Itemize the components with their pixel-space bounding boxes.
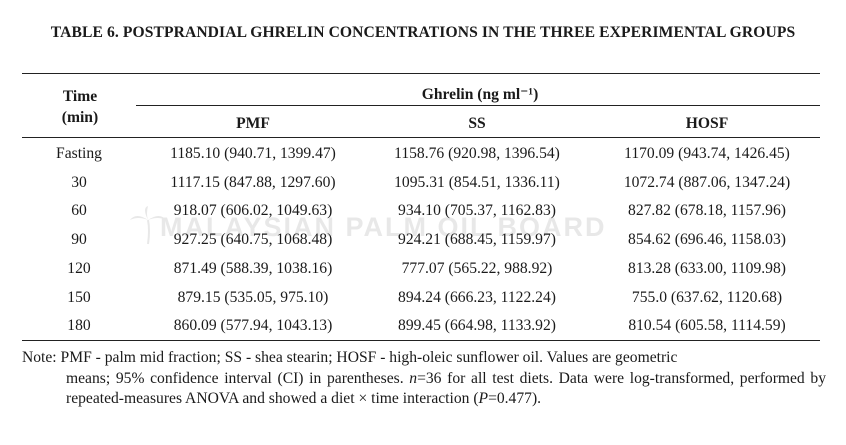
note-continuation: means; 95% confidence interval (CI) in p… [22, 369, 826, 410]
note-text-3: =0.477). [488, 390, 542, 407]
cell-time: 180 [67, 317, 91, 335]
cell-time: 120 [67, 259, 91, 277]
cell-pmf: 918.07 (606.02, 1049.63) [173, 202, 333, 220]
time-header-unit: (min) [61, 109, 99, 126]
bottom-rule [22, 340, 820, 342]
time-header: Time (min) [32, 86, 128, 128]
cell-ss: 894.24 (666.23, 1122.24) [398, 288, 556, 306]
cell-ss: 924.21 (688.45, 1159.97) [398, 231, 556, 249]
column-header-hosf: HOSF [685, 115, 729, 132]
table-caption: TABLE 6. POSTPRANDIAL GHRELIN CONCENTRAT… [50, 24, 796, 41]
cell-ss: 1095.31 (854.51, 1336.11) [394, 173, 560, 191]
column-header-pmf: PMF [236, 115, 270, 132]
note-text-2: =36 for all test diets. Data were log-tr… [66, 369, 827, 408]
cell-ss: 777.07 (565.22, 988.92) [401, 259, 553, 277]
table-note: Note: PMF - palm mid fraction; SS - shea… [22, 348, 826, 410]
cell-ss: 1158.76 (920.98, 1396.54) [394, 145, 560, 162]
cell-hosf: 755.0 (637.62, 1120.68) [631, 288, 783, 306]
cell-pmf: 1117.15 (847.88, 1297.60) [170, 173, 336, 191]
cell-hosf: 1072.74 (887.06, 1347.24) [623, 173, 791, 191]
note-first-line: Note: PMF - palm mid fraction; SS - shea… [22, 349, 678, 366]
cell-time: 60 [71, 202, 87, 220]
group-header-rule [136, 105, 820, 106]
cell-pmf: 927.25 (640.75, 1068.48) [173, 231, 333, 249]
cell-hosf: 827.82 (678.18, 1157.96) [628, 202, 786, 220]
cell-pmf: 1185.10 (940.71, 1399.47) [170, 145, 336, 162]
cell-hosf: 854.62 (696.46, 1158.03) [628, 231, 786, 249]
note-text-1: means; 95% confidence interval (CI) in p… [66, 369, 410, 387]
cell-time: 150 [67, 288, 91, 306]
note-p-symbol: P [478, 390, 489, 407]
cell-pmf: 860.09 (577.94, 1043.13) [173, 317, 333, 335]
cell-ss: 934.10 (705.37, 1162.83) [398, 202, 556, 220]
column-header-ss: SS [468, 115, 486, 132]
cell-ss: 899.45 (664.98, 1133.92) [398, 317, 556, 335]
cell-pmf: 879.15 (535.05, 975.10) [177, 288, 329, 306]
cell-time: 30 [71, 173, 87, 191]
cell-hosf: 1170.09 (943.74, 1426.45) [624, 145, 790, 162]
cell-hosf: 813.28 (633.00, 1109.98) [628, 259, 786, 277]
ghrelin-group-header: Ghrelin (ng ml⁻¹) [421, 86, 539, 103]
cell-time: 90 [71, 231, 87, 249]
cell-hosf: 810.54 (605.58, 1114.59) [628, 317, 786, 335]
top-rule [22, 73, 820, 75]
time-header-label: Time [62, 88, 98, 105]
header-bottom-rule [22, 137, 820, 139]
note-n-symbol: n [409, 369, 418, 387]
cell-time: Fasting [56, 145, 102, 162]
cell-pmf: 871.49 (588.39, 1038.16) [173, 259, 333, 277]
